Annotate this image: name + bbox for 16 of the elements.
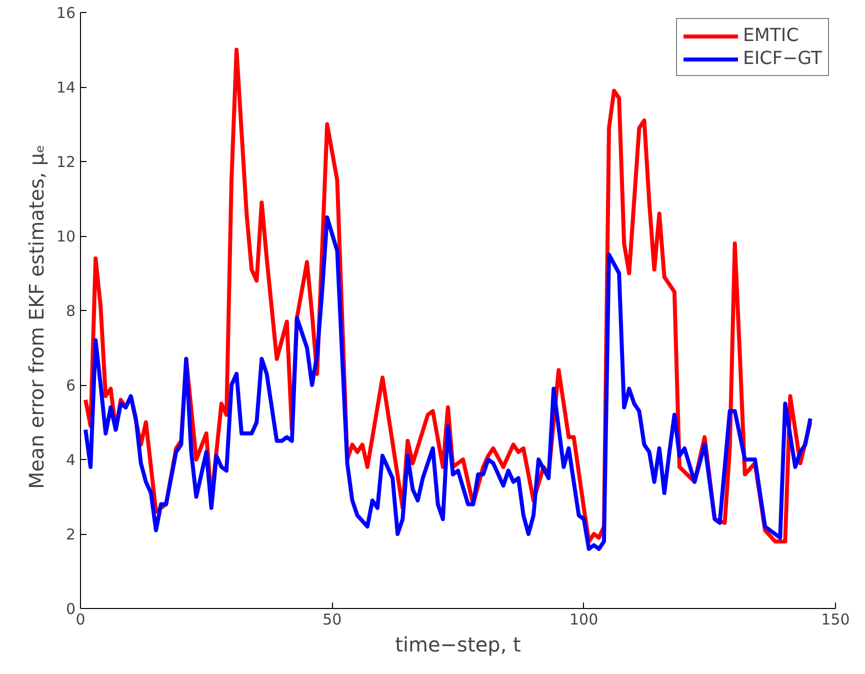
line-series <box>84 215 812 551</box>
y-tick-label: 6 <box>66 376 76 394</box>
x-tick-label: 100 <box>570 610 598 628</box>
y-tick-label: 4 <box>66 451 76 469</box>
y-tick-label: 8 <box>66 302 76 320</box>
x-axis-title: time−step, t <box>395 632 522 656</box>
x-tick-label: 150 <box>821 610 850 628</box>
y-tick-label: 10 <box>56 228 76 246</box>
y-axis-title: Mean error from EKF estimates, μₑ <box>24 144 48 490</box>
x-tick-label: 50 <box>322 610 342 628</box>
y-tick-label: 12 <box>56 153 76 171</box>
y-tick-label: 16 <box>56 4 76 22</box>
legend-label: EICF−GT <box>743 48 822 69</box>
y-tick-label: 2 <box>66 526 76 544</box>
legend-label: EMTIC <box>743 25 799 46</box>
y-tick-label: 14 <box>56 78 76 96</box>
